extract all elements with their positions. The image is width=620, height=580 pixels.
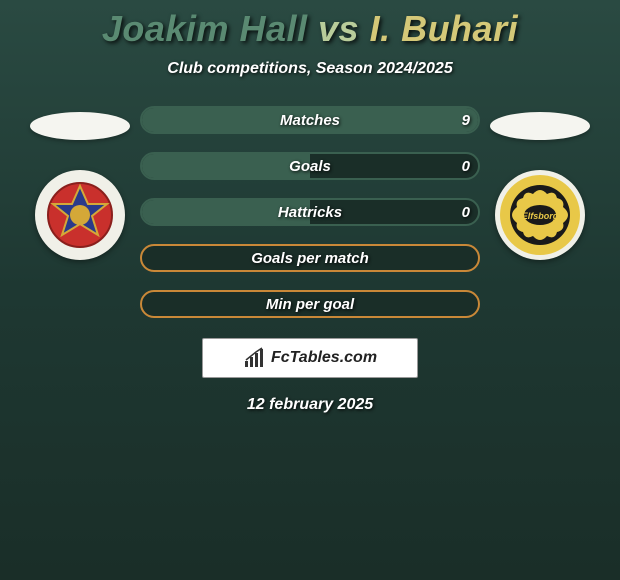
crest-elfsborg-icon: Elfsborg bbox=[497, 172, 583, 258]
stat-row-hattricks: Hattricks 0 bbox=[140, 198, 480, 226]
brand-badge[interactable]: FcTables.com bbox=[202, 338, 418, 378]
right-column: Elfsborg bbox=[480, 106, 600, 260]
stat-value: 9 bbox=[462, 112, 470, 129]
stat-row-min-per-goal: Min per goal bbox=[140, 290, 480, 318]
player1-name: Joakim Hall bbox=[102, 8, 308, 49]
chart-icon bbox=[243, 347, 265, 369]
stat-label: Hattricks bbox=[278, 204, 342, 221]
stat-value: 0 bbox=[462, 158, 470, 175]
date-text: 12 february 2025 bbox=[0, 396, 620, 414]
stat-label: Goals per match bbox=[251, 250, 369, 267]
player2-club-crest: Elfsborg bbox=[495, 170, 585, 260]
stat-label: Matches bbox=[280, 112, 340, 129]
svg-text:Elfsborg: Elfsborg bbox=[522, 211, 559, 221]
subtitle: Club competitions, Season 2024/2025 bbox=[0, 60, 620, 78]
brand-text: FcTables.com bbox=[271, 349, 377, 367]
comparison-title: Joakim Hall vs I. Buhari bbox=[0, 0, 620, 50]
left-column bbox=[20, 106, 140, 260]
stats-list: Matches 9 Goals 0 Hattricks 0 Goals per match M… bbox=[140, 106, 480, 318]
stat-row-matches: Matches 9 bbox=[140, 106, 480, 134]
player2-nameplate bbox=[490, 112, 590, 140]
stat-value: 0 bbox=[462, 204, 470, 221]
player1-club-crest bbox=[35, 170, 125, 260]
stat-row-goals-per-match: Goals per match bbox=[140, 244, 480, 272]
stat-label: Min per goal bbox=[266, 296, 354, 313]
main-content: Matches 9 Goals 0 Hattricks 0 Goals per match M… bbox=[0, 106, 620, 318]
stat-row-goals: Goals 0 bbox=[140, 152, 480, 180]
player1-nameplate bbox=[30, 112, 130, 140]
crest-ois-icon bbox=[45, 180, 115, 250]
stat-label: Goals bbox=[289, 158, 331, 175]
stat-fill bbox=[142, 154, 310, 178]
player2-name: I. Buhari bbox=[370, 8, 519, 49]
vs-text: vs bbox=[318, 8, 359, 49]
